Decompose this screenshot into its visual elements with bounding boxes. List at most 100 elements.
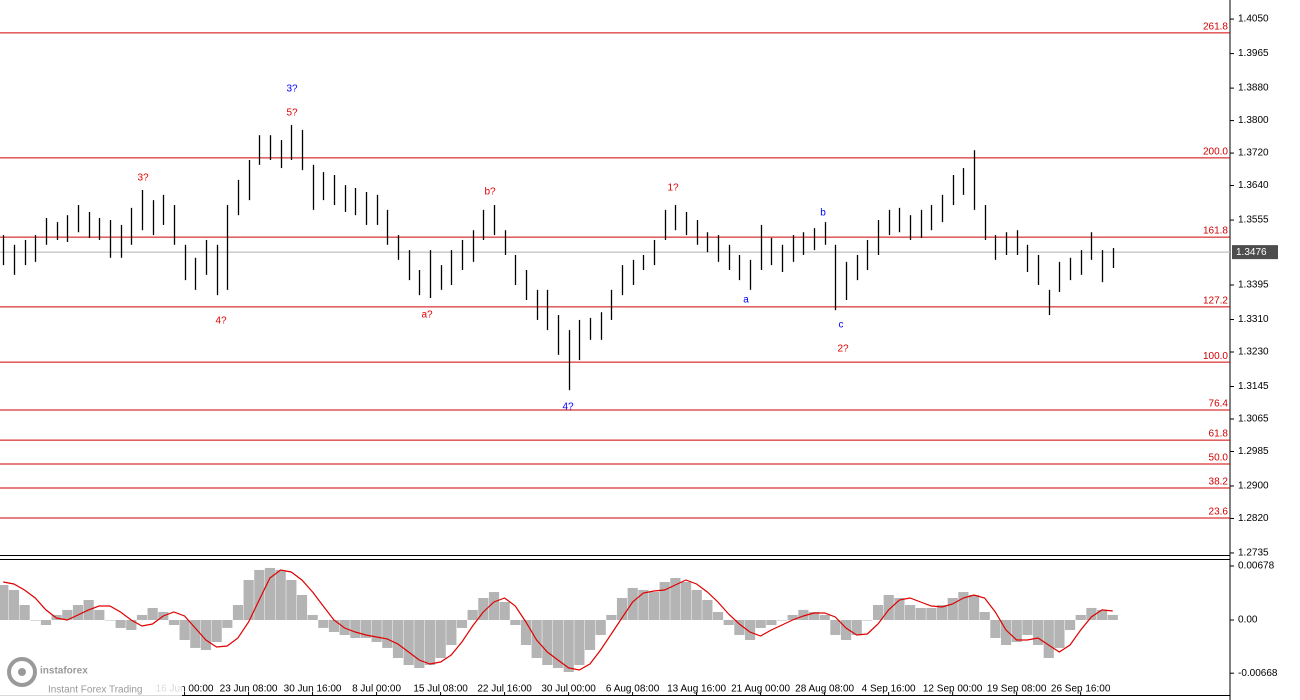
macd-histogram-bar <box>350 619 361 638</box>
macd-histogram-bar <box>403 619 414 665</box>
macd-histogram-bar <box>8 589 20 620</box>
macd-histogram-bar <box>638 589 649 620</box>
macd-histogram-bar <box>712 612 724 620</box>
macd-histogram-bar <box>776 619 788 621</box>
wave-label: a <box>743 295 749 306</box>
macd-histogram-bar <box>211 619 222 642</box>
macd-histogram-bar <box>702 599 713 620</box>
wave-label: b? <box>484 187 496 198</box>
macd-histogram-bar <box>670 578 681 620</box>
last-price-label: 1.3476 <box>1236 247 1267 258</box>
macd-histogram-bar <box>723 619 734 626</box>
macd-histogram-bar <box>115 619 126 628</box>
y-tick-label: 1.3230 <box>1238 347 1269 358</box>
macd-histogram-bar <box>360 619 372 638</box>
macd-histogram-bar <box>456 619 468 628</box>
x-tick-label: 16 Jun 00:00 <box>156 684 214 695</box>
macd-histogram-bar <box>62 609 73 620</box>
fib-label: 200.0 <box>1203 147 1228 158</box>
macd-histogram-bar <box>595 619 606 635</box>
macd-histogram-bar <box>1043 619 1054 658</box>
x-tick-label: 22 Jul 16:00 <box>477 684 532 695</box>
x-tick-label: 30 Jun 16:00 <box>284 684 342 695</box>
macd-histogram-bar <box>1064 619 1076 631</box>
macd-histogram-bar <box>328 619 340 633</box>
macd-histogram-bar <box>19 605 30 620</box>
wave-label: 4? <box>215 316 227 327</box>
macd-histogram-bar <box>851 619 862 635</box>
macd-histogram-bar <box>1075 614 1086 620</box>
macd-histogram-bar <box>680 581 692 620</box>
x-tick-label: 15 Jul 08:00 <box>413 684 468 695</box>
watermark-icon <box>7 657 37 687</box>
macd-histogram-bar <box>1032 619 1044 645</box>
y-tick-label: 1.3145 <box>1238 381 1269 392</box>
y-tick-label: 1.3880 <box>1238 83 1269 94</box>
y-tick-label: 1.3065 <box>1238 414 1269 425</box>
macd-histogram-bar <box>104 619 116 621</box>
macd-histogram-bar <box>446 619 457 645</box>
macd-histogram-bar <box>968 594 980 620</box>
macd-histogram-bar <box>766 619 777 626</box>
macd-histogram-bar <box>72 605 84 620</box>
macd-histogram-bar <box>648 592 660 620</box>
macd-histogram-bar <box>659 581 670 620</box>
macd-histogram-bar <box>499 601 510 620</box>
macd-histogram-bar <box>947 597 958 620</box>
fib-label: 38.2 <box>1209 477 1229 488</box>
x-tick-label: 30 Jul 00:00 <box>541 684 596 695</box>
macd-histogram-bar <box>1096 609 1108 620</box>
macd-histogram-bar <box>883 594 894 620</box>
macd-histogram-bar <box>808 612 820 620</box>
macd-histogram-bar <box>787 614 798 620</box>
y-tick-label: 1.2900 <box>1238 481 1269 492</box>
macd-histogram-bar <box>872 605 884 620</box>
fib-label: 50.0 <box>1209 453 1229 464</box>
macd-histogram-bar <box>467 609 478 620</box>
macd-histogram-bar <box>488 592 500 620</box>
macd-histogram-bar <box>862 619 873 621</box>
macd-histogram-bar <box>478 597 489 620</box>
macd-histogram-bar <box>264 567 276 620</box>
macd-histogram-bar <box>286 579 297 620</box>
macd-histogram-bar <box>275 569 286 620</box>
fib-label: 61.8 <box>1209 429 1229 440</box>
y-tick-label: 1.3720 <box>1238 148 1269 159</box>
macd-histogram-bar <box>584 619 596 651</box>
macd-histogram-bar <box>510 619 521 626</box>
wave-label: c <box>839 320 844 331</box>
fib-label: 127.2 <box>1203 296 1228 307</box>
watermark-tagline: Instant Forex Trading <box>48 685 143 696</box>
macd-histogram-bar <box>936 605 948 620</box>
x-tick-label: 12 Sep 00:00 <box>923 684 983 695</box>
macd-histogram-bar <box>520 619 532 645</box>
watermark-brand: instaforex <box>40 666 88 677</box>
fib-label: 100.0 <box>1203 351 1228 362</box>
y-tick-label: 1.2735 <box>1238 548 1269 559</box>
macd-histogram-bar <box>424 619 436 665</box>
macd-histogram-bar <box>958 592 969 620</box>
fib-label: 261.8 <box>1203 22 1228 33</box>
macd-histogram-bar <box>1000 619 1012 645</box>
y-tick-label: 1.3555 <box>1238 215 1269 226</box>
macd-histogram-bar <box>979 612 990 620</box>
macd-histogram-bar <box>798 609 809 620</box>
macd-histogram-bar <box>296 594 308 620</box>
macd-histogram-bar <box>435 619 446 658</box>
macd-histogram-bar <box>563 619 574 673</box>
y-tick-label: 1.3965 <box>1238 48 1269 59</box>
wave-label: 3? <box>137 173 149 184</box>
macd-histogram-bar <box>0 585 9 620</box>
macd-histogram-bar <box>894 597 905 620</box>
macd-histogram-bar <box>307 614 318 620</box>
wave-label: 3? <box>286 84 298 95</box>
last-price-box <box>1232 245 1278 260</box>
macd-histogram-bar <box>168 619 180 626</box>
fib-label: 161.8 <box>1203 226 1228 237</box>
watermark-icon-dot <box>18 668 26 676</box>
macd-histogram-bar <box>179 619 190 640</box>
macd-histogram-bar <box>243 579 254 620</box>
x-tick-label: 21 Aug 00:00 <box>731 684 790 695</box>
